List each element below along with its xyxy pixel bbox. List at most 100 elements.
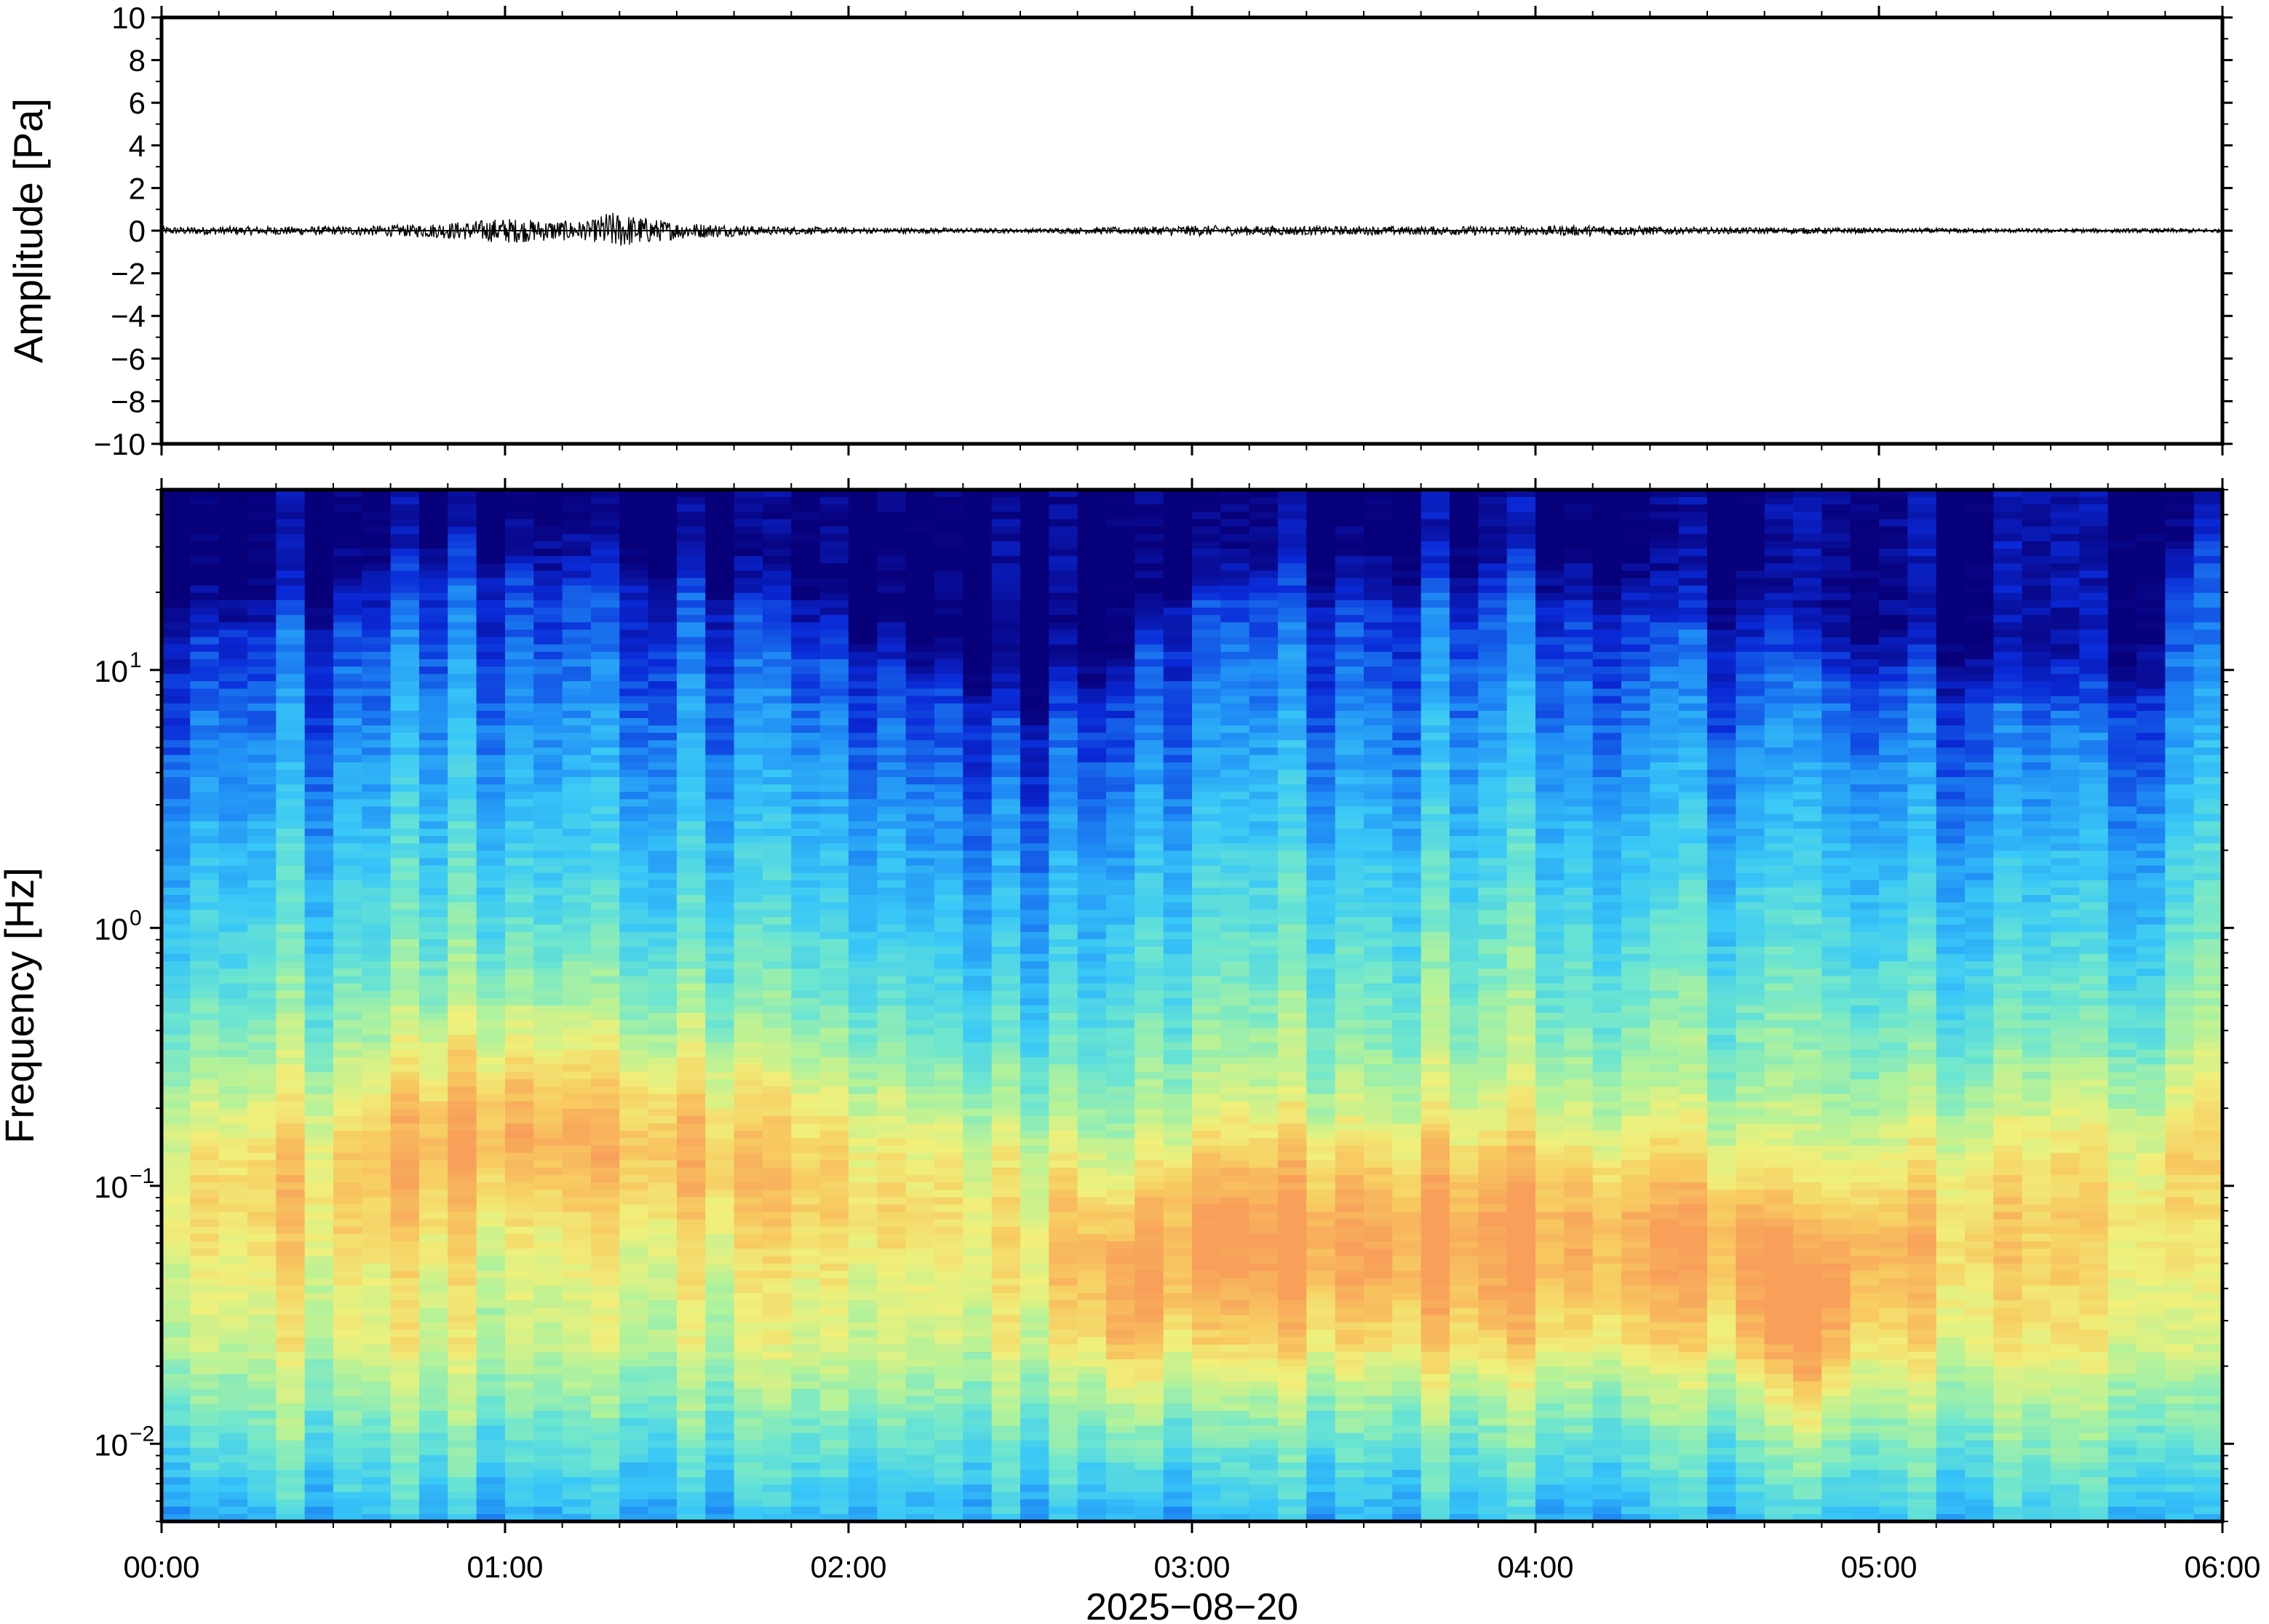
spectrogram-cell [390,1211,420,1220]
spectrogram-cell [448,1160,477,1169]
spectrogram-cell [849,570,878,579]
spectrogram-cell [247,556,277,564]
spectrogram-cell [934,836,963,844]
spectrogram-cell [505,1020,534,1028]
spectrogram-cell [905,924,935,933]
spectrogram-cell [162,629,191,638]
spectrogram-cell [162,1344,191,1353]
spectrogram-cell [1077,659,1107,667]
spectrogram-cell [991,718,1021,726]
spectrogram-cell [218,1115,248,1124]
spectrogram-cell [734,954,763,962]
spectrogram-cell [162,931,191,940]
spectrogram-cell [162,1307,191,1315]
spectrogram-cell [362,725,392,733]
spectrogram-cell [562,1131,592,1139]
spectrogram-cell [619,1388,649,1397]
spectrogram-cell [791,1470,821,1478]
spectrogram-cell [648,637,677,645]
spectrogram-cell [705,1344,735,1353]
spectrogram-cell [505,851,534,859]
spectrogram-cell [390,1322,420,1331]
spectrogram-cell [218,1241,248,1249]
spectrogram-cell [648,902,677,910]
spectrogram-cell [247,755,277,763]
spectrogram-cell [304,512,334,520]
spectrogram-cell [934,843,963,851]
spectrogram-cell [734,1425,763,1433]
spectrogram-cell [190,1035,220,1043]
spectrogram-cell [1020,1374,1049,1382]
spectrogram-cell [648,1366,677,1374]
spectrogram-cell [705,644,735,653]
spectrogram-cell [705,1020,735,1028]
spectrogram-cell [905,1086,935,1095]
spectrogram-cell [505,1241,534,1249]
spectrogram-cell [448,1249,477,1257]
spectrogram-cell [734,1359,763,1367]
spectrogram-cell [276,931,306,940]
spectrogram-cell [763,666,792,674]
spectrogram-cell [1106,570,1135,579]
spectrogram-cell [1077,931,1107,940]
spectrogram-cell [1106,681,1135,689]
spectrogram-cell [934,1064,963,1072]
spectrogram-cell [419,1329,448,1338]
spectrogram-cell [963,954,993,962]
spectrogram-cell [734,710,763,719]
spectrogram-cell [934,813,963,822]
spectrogram-cell [677,1447,706,1456]
spectrogram-cell [963,1499,993,1508]
spectrogram-cell [905,1344,935,1353]
spectrogram-cell [419,799,448,808]
spectrogram-cell [791,990,821,999]
spectrogram-cell [448,1049,477,1058]
spectrogram-cell [562,578,592,586]
spectrogram-cell [648,512,677,520]
spectrogram-cell [419,563,448,571]
spectrogram-cell [1077,1182,1107,1190]
spectrogram-cell [763,1234,792,1242]
spectrogram-cell [304,1374,334,1382]
spectrogram-cell [390,1329,420,1338]
spectrogram-cell [1106,858,1135,867]
spectrogram-cell [1049,710,1078,719]
spectrogram-cell [390,1049,420,1058]
spectrogram-cell [905,1499,935,1508]
spectrogram-cell [877,1322,907,1331]
spectrogram-cell [162,1366,191,1374]
spectrogram-cell [562,1337,592,1345]
spectrogram-cell [648,1226,677,1235]
spectrogram-cell [934,1035,963,1043]
spectrogram-cell [619,851,649,859]
spectrogram-cell [362,1470,392,1478]
spectrogram-cell [1077,563,1107,571]
spectrogram-cell [819,865,849,874]
spectrogram-cell [591,1167,620,1176]
spectrogram-cell [648,887,677,896]
spectrogram-cell [162,549,191,557]
spectrogram-cell [648,998,677,1006]
spectrogram-cell [448,1374,477,1382]
spectrogram-cell [734,681,763,689]
spectrogram-cell [419,1211,448,1220]
spectrogram-cell [963,740,993,749]
spectrogram-cell [963,1138,993,1146]
spectrogram-cell [963,1160,993,1169]
spectrogram-cell [247,710,277,719]
spectrogram-cell [562,784,592,792]
spectrogram-cell [247,696,277,704]
spectrogram-cell [304,1175,334,1183]
spectrogram-cell [877,1425,907,1433]
spectrogram-cell [763,747,792,756]
spectrogram-cell [819,1285,849,1294]
spectrogram-cell [963,497,993,505]
spectrogram-cell [218,512,248,520]
spectrogram-cell [276,880,306,888]
spectrogram-cell [1077,1153,1107,1161]
spectrogram-cell [533,1145,563,1154]
spectrogram-cell [333,710,362,719]
spectrogram-cell [648,556,677,564]
spectrogram-cell [1106,755,1135,763]
spectrogram-cell [218,792,248,800]
